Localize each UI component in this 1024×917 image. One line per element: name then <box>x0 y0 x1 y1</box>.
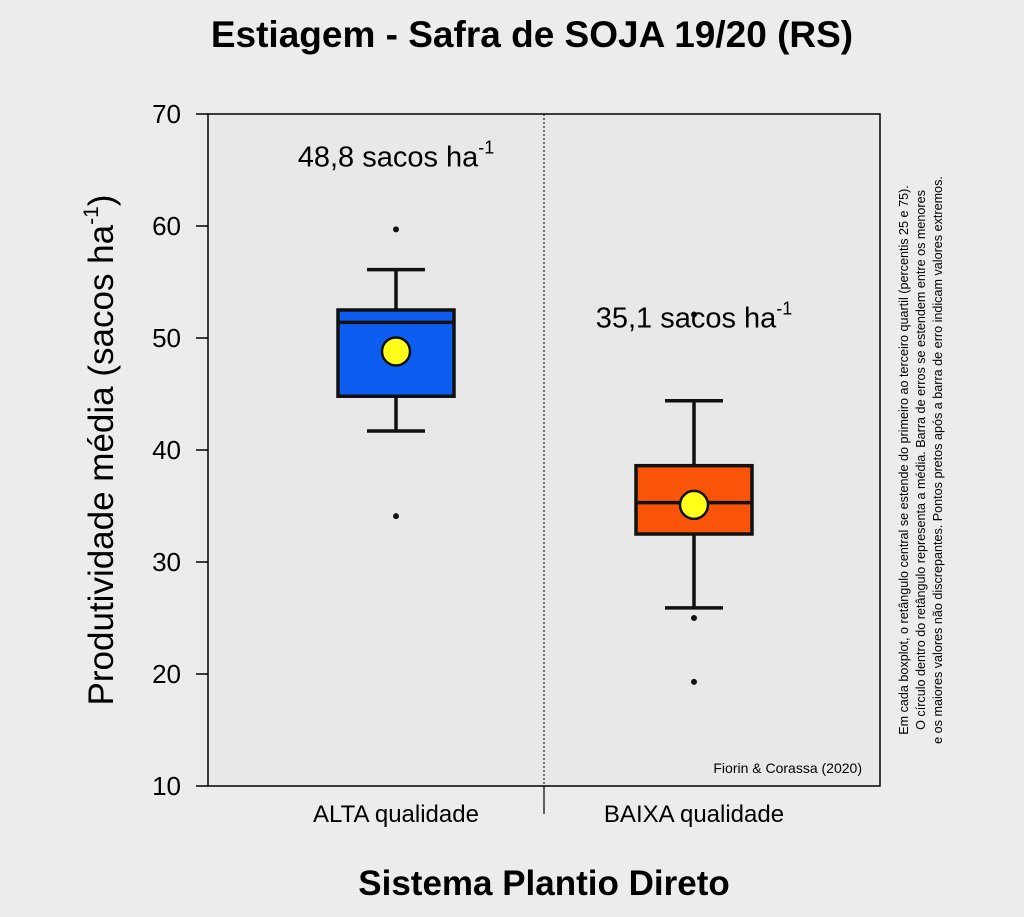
note-line: e os maiores valores não discrepantes. P… <box>931 176 945 744</box>
mean-label: 35,1 sacos ha-1 <box>596 299 793 335</box>
x-axis-label: Sistema Plantio Direto <box>358 864 729 903</box>
mean-marker <box>380 336 412 367</box>
x-axis: ALTA qualidade BAIXA qualidade <box>313 801 784 828</box>
outlier-point <box>691 311 697 318</box>
mean-label: 48,8 sacos ha-1 <box>298 138 495 174</box>
mean-marker <box>678 489 710 521</box>
y-tick-label: 70 <box>152 99 181 129</box>
box-alta: 48,8 sacos ha-1 <box>298 138 495 520</box>
boxes: 48,8 sacos ha-1 35,1 sacos ha-1 <box>298 138 793 685</box>
y-axis-label: Produtividade média (sacos ha-1) <box>80 195 121 706</box>
category-label: ALTA qualidade <box>313 801 479 828</box>
y-tick-label: 50 <box>152 323 181 353</box>
chart-title: Estiagem - Safra de SOJA 19/20 (RS) <box>211 14 853 55</box>
y-tick-label: 20 <box>152 659 181 689</box>
y-tick-label: 40 <box>152 435 181 465</box>
outlier-point <box>393 226 399 233</box>
y-tick-label: 30 <box>152 547 181 577</box>
outlier-point <box>691 678 697 685</box>
outlier-point <box>393 513 399 520</box>
note-line: Em cada boxplot, o retângulo central se … <box>897 185 911 735</box>
note-text: Em cada boxplot, o retângulo central se … <box>897 176 945 744</box>
box-baixa: 35,1 sacos ha-1 <box>596 299 793 685</box>
y-tick-label: 10 <box>152 771 181 801</box>
category-label: BAIXA qualidade <box>604 801 784 828</box>
note-line: O círculo dentro do retângulo representa… <box>914 190 928 730</box>
outlier-point <box>691 615 697 621</box>
y-tick-label: 60 <box>152 211 181 241</box>
credit-text: Fiorin & Corassa (2020) <box>713 760 862 776</box>
y-axis: 10 20 30 40 50 60 70 <box>152 99 208 801</box>
